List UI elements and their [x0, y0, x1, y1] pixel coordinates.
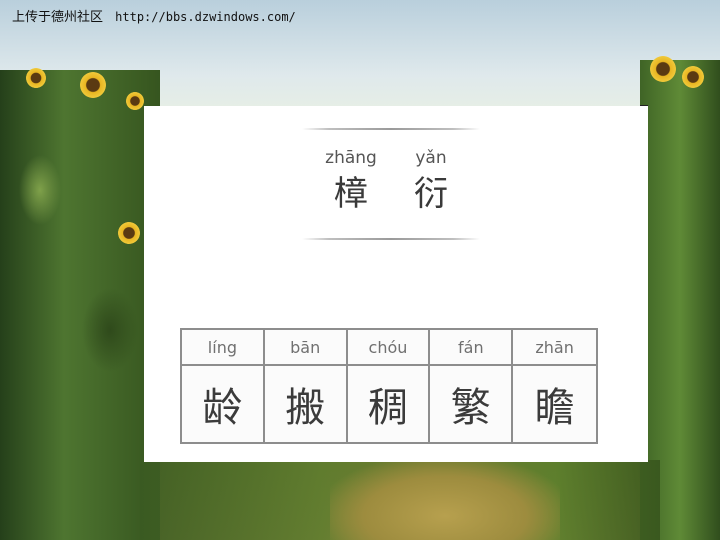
top-rule — [302, 128, 480, 130]
sunflower-icon — [118, 222, 140, 244]
pinyin-cell: líng — [182, 330, 265, 366]
site-url: http://bbs.dzwindows.com/ — [115, 10, 296, 24]
pinyin-cell: bān — [264, 330, 348, 366]
word-syllable: yǎn 衍 — [396, 146, 466, 216]
bottom-rule — [302, 238, 480, 240]
sunflower-icon — [126, 92, 144, 110]
site-name: 上传于德州社区 — [12, 10, 104, 25]
syllable-pinyin: yǎn — [415, 148, 447, 168]
pinyin-cell: zhān — [513, 330, 596, 366]
hanzi-cell: 瞻 — [534, 385, 575, 431]
page-header: 上传于德州社区 http://bbs.dzwindows.com/ — [12, 6, 296, 26]
dirt-path — [330, 460, 560, 540]
sunflower-icon — [650, 56, 676, 82]
hanzi-cell: 搬 — [265, 366, 348, 442]
hanzi-cell: 繁 — [430, 366, 514, 442]
sunflower-icon — [80, 72, 106, 98]
pinyin-cell: chóu — [347, 330, 431, 366]
word-box: zhāng 樟 yǎn 衍 — [302, 126, 480, 242]
syllable-hanzi: 衍 — [414, 174, 448, 214]
sunflower-icon — [682, 66, 704, 88]
syllable-pinyin: zhāng — [325, 148, 377, 168]
sunflower-icon — [26, 68, 46, 88]
character-table: líng bān chóu fán zhān 龄 搬 稠 繁 瞻 — [180, 328, 598, 444]
syllable-hanzi: 樟 — [334, 174, 368, 214]
word-syllable: zhāng 樟 — [316, 146, 386, 216]
content-card: zhāng 樟 yǎn 衍 líng bān chóu fán zhān 龄 搬… — [144, 106, 648, 462]
hanzi-cell: 稠 — [348, 366, 431, 442]
hanzi-cell: 龄 — [182, 366, 265, 442]
pinyin-cell: fán — [430, 330, 514, 366]
left-sunflower-field — [0, 70, 160, 540]
